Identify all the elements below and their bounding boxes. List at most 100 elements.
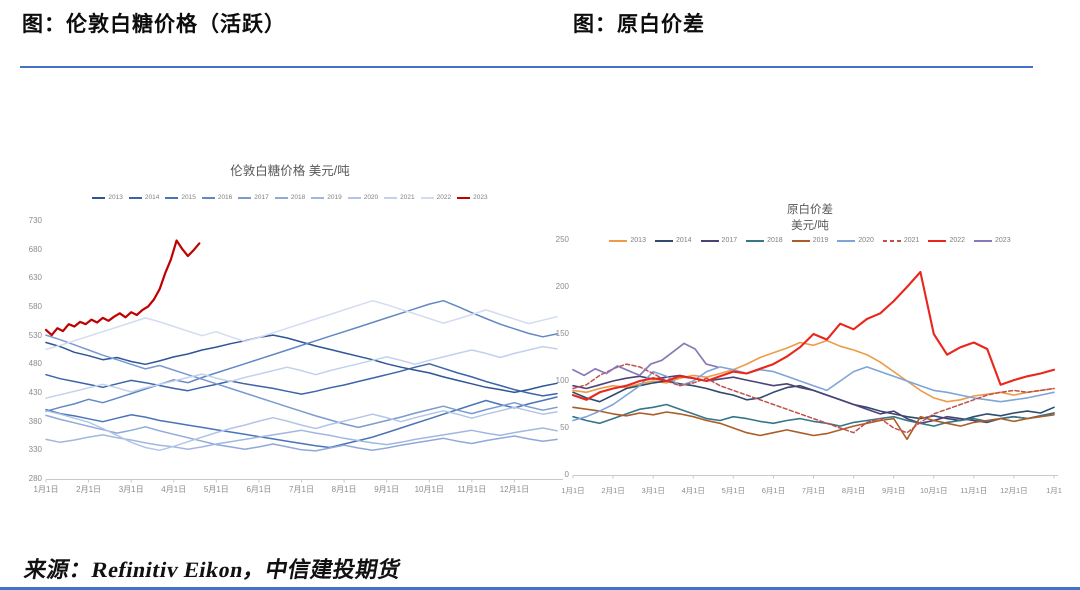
legend-item: 2017 [238, 194, 269, 201]
legend-label: 2018 [767, 237, 783, 244]
x-axis-tick-label: 7月1日 [289, 485, 314, 494]
legend-item: 2013 [609, 237, 646, 244]
series-line-2022 [571, 270, 1056, 401]
legend-label: 2022 [949, 237, 966, 244]
series-line-2023 [572, 342, 719, 377]
y-axis-tick-label: 480 [28, 359, 42, 369]
legend-line-swatch [609, 239, 628, 242]
x-axis-tick-label: 2月1日 [601, 486, 625, 495]
y-axis-tick-label: 530 [28, 330, 42, 340]
legend-line-swatch [165, 196, 179, 199]
y-axis-tick-label: 200 [555, 282, 569, 292]
x-axis-tick-label: 5月1日 [721, 486, 745, 495]
legend-item: 2022 [420, 194, 452, 201]
legend-line-swatch [746, 239, 765, 242]
legend-label: 2014 [675, 237, 692, 244]
x-axis-tick-label: 1月1 [1046, 486, 1062, 495]
series-line-2014 [45, 363, 558, 397]
london-white-sugar-price-plot [44, 239, 563, 483]
legend-line-swatch [837, 239, 856, 242]
legend-item: 2018 [274, 194, 306, 201]
chart-subtitle: 美元/吨 [791, 220, 829, 232]
x-axis-tick-label: 9月1日 [374, 485, 400, 494]
legend-label: 2014 [144, 194, 160, 201]
x-axis-tick-label: 6月1日 [246, 485, 272, 494]
legend-label: 2020 [363, 194, 379, 201]
x-axis-tick-label: 3月1日 [641, 486, 665, 495]
x-axis-tick-label: 2月1日 [76, 485, 102, 494]
legend-item: 2018 [746, 237, 783, 244]
legend-line-swatch [274, 196, 288, 199]
legend-line-swatch [201, 196, 215, 199]
legend-label: 2023 [473, 194, 488, 201]
right-figure-title: 图：原白价差 [573, 13, 705, 36]
legend-label: 2013 [108, 194, 123, 201]
legend-line-swatch [928, 239, 947, 242]
legend-item: 2016 [201, 194, 232, 201]
y-axis-tick-label: 580 [28, 302, 42, 312]
legend-line-swatch [347, 196, 361, 199]
chart-title: 伦敦白糖价格 美元/吨 [230, 164, 350, 178]
y-axis-tick-label: 330 [28, 445, 42, 455]
series-line-2019 [572, 406, 1055, 441]
legend-item: 2017 [700, 237, 737, 244]
legend-item: 2022 [928, 237, 965, 244]
x-axis-tick-label: 8月1日 [331, 485, 357, 494]
legend-item: 2013 [92, 194, 123, 201]
series-line-2016 [45, 299, 558, 413]
legend-item: 2019 [311, 194, 342, 201]
x-axis-tick-label: 11月1日 [960, 486, 988, 495]
legend-item: 2014 [128, 194, 160, 201]
series-line-2021 [45, 345, 558, 399]
legend-line-swatch [457, 196, 471, 199]
series-line-2018 [45, 414, 558, 452]
legend-line-swatch [384, 196, 398, 199]
chart-title: 原白价差 [787, 204, 833, 216]
legend-line-swatch [311, 196, 325, 199]
legend-label: 2020 [858, 237, 874, 244]
bottom-divider [0, 587, 1080, 590]
series-line-2020 [572, 366, 1055, 422]
series-line-2018 [572, 403, 1055, 427]
legend-item: 2014 [654, 237, 692, 244]
y-axis-tick-label: 680 [28, 244, 42, 254]
x-axis-tick-label: 12月1日 [499, 485, 530, 494]
series-line-2015 [45, 396, 558, 449]
x-axis-tick-label: 8月1日 [841, 486, 866, 495]
y-axis-tick-label: 280 [28, 474, 42, 484]
legend-label: 2022 [436, 194, 452, 201]
legend-line-swatch [700, 239, 719, 242]
series-line-2022 [45, 299, 558, 351]
raw-white-spread-chart: 原白价差美元/吨 2013 2014 2017 2018 2019 2020 2021 2022… [545, 193, 1075, 500]
y-axis-tick-label: 250 [555, 235, 569, 245]
legend-line-swatch [92, 196, 106, 199]
legend-item: 2023 [457, 194, 488, 201]
series-line-2019 [45, 427, 558, 450]
y-axis-tick-label: 50 [560, 423, 569, 433]
legend-label: 2015 [181, 194, 196, 201]
legend-item: 2020 [837, 237, 874, 244]
y-axis-tick-label: 630 [28, 273, 42, 283]
legend-item: 2021 [384, 194, 415, 201]
legend-line-swatch [882, 239, 901, 242]
legend-label: 2023 [995, 237, 1011, 244]
x-axis-tick-label: 5月1日 [203, 485, 229, 494]
london-white-sugar-chart: 伦敦白糖价格 美元/吨 2013 2014 2015 2016 2017 2018 2019 2… [20, 148, 563, 500]
legend-item: 2021 [882, 237, 919, 244]
source-note: 来源：Refinitiv Eikon，中信建投期货 [22, 557, 403, 582]
legend-line-swatch [974, 239, 993, 242]
legend-label: 2019 [812, 237, 829, 244]
series-line-2017 [45, 334, 558, 429]
x-axis-tick-label: 4月1日 [161, 485, 187, 494]
legend-line-swatch [791, 239, 810, 242]
series-line-2021 [572, 363, 1055, 434]
legend-item: 2019 [791, 237, 829, 244]
x-axis-tick-label: 9月1日 [881, 486, 906, 495]
header-divider [20, 66, 1033, 68]
left-figure-title: 图：伦敦白糖价格（活跃） [22, 13, 286, 36]
legend-label: 2019 [327, 194, 342, 201]
legend-label: 2018 [290, 194, 306, 201]
legend-line-swatch [654, 239, 673, 242]
raw-white-spread-plot [571, 270, 1058, 479]
y-axis-tick-label: 100 [555, 376, 569, 386]
